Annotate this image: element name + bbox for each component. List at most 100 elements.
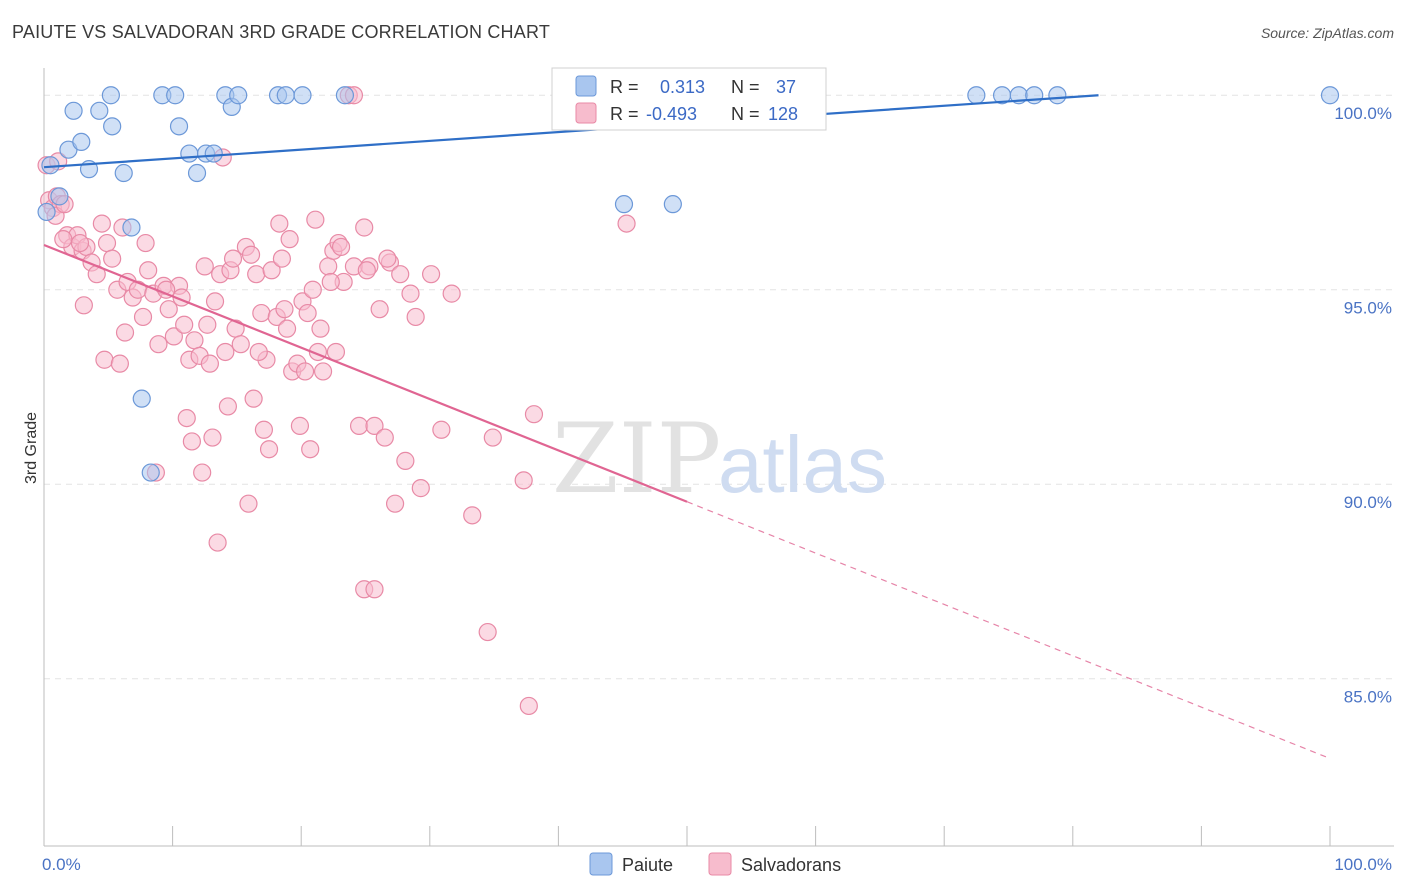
legend-r-value-salvadorans: -0.493 bbox=[646, 104, 697, 124]
salvadorans-point bbox=[365, 416, 384, 435]
salvadorans-point bbox=[115, 323, 135, 342]
paiute-point bbox=[180, 144, 199, 163]
paiute-point bbox=[50, 187, 69, 206]
salvadorans-point bbox=[375, 428, 394, 447]
y-tick-labels: 85.0% 90.0% 95.0% 100.0% bbox=[1334, 104, 1392, 706]
salvadorans-point bbox=[463, 506, 482, 525]
paiute-point bbox=[335, 86, 355, 105]
salvadorans-point bbox=[290, 416, 310, 435]
salvadorans-point bbox=[331, 237, 351, 257]
paiute-point bbox=[141, 463, 160, 482]
salvadorans-point bbox=[303, 280, 322, 299]
salvadorans-point bbox=[301, 440, 320, 459]
salvadorans-point bbox=[306, 210, 325, 229]
salvadorans-point bbox=[208, 533, 227, 552]
watermark: ZIP atlas bbox=[552, 403, 887, 515]
salvadorans-point bbox=[319, 257, 338, 276]
salvadorans-point bbox=[270, 214, 289, 233]
legend-r-label-paiute: R = bbox=[610, 77, 639, 97]
legend-r-value-paiute: 0.313 bbox=[660, 77, 705, 97]
salvadorans-point bbox=[349, 416, 369, 435]
salvadorans-point bbox=[411, 479, 430, 498]
series-legend-label-paiute: Paiute bbox=[622, 855, 673, 875]
salvadorans-point bbox=[313, 362, 333, 381]
x-tick-label: 0.0% bbox=[42, 855, 81, 874]
paiute-point bbox=[1025, 86, 1044, 105]
salvadorans-point bbox=[295, 362, 315, 381]
legend-swatch-paiute bbox=[575, 75, 597, 97]
paiute-point bbox=[114, 163, 133, 183]
paiute-point bbox=[122, 218, 141, 237]
salvadorans-point bbox=[239, 494, 258, 513]
grid-lines bbox=[44, 94, 1394, 680]
salvadorans-point bbox=[70, 233, 90, 253]
legend-swatch-salvadorans bbox=[575, 102, 597, 124]
salvadorans-point bbox=[182, 432, 201, 451]
paiute-point bbox=[229, 86, 248, 105]
salvadorans-point bbox=[432, 420, 451, 439]
series-legend-label-salvadorans: Salvadorans bbox=[741, 855, 841, 875]
paiute-point bbox=[1048, 86, 1067, 105]
legend-n-value-paiute: 37 bbox=[776, 77, 796, 97]
salvadorans-point bbox=[92, 214, 111, 233]
salvadorans-trend-projection bbox=[686, 501, 1331, 760]
paiute-point bbox=[169, 117, 189, 136]
salvadorans-point bbox=[396, 451, 415, 470]
salvadorans-point bbox=[175, 315, 194, 334]
trend-lines bbox=[43, 94, 1331, 760]
series-legend: Paiute Salvadorans bbox=[589, 852, 841, 876]
salvadorans-point bbox=[252, 303, 271, 323]
salvadorans-point bbox=[185, 331, 204, 350]
salvadorans-point bbox=[401, 284, 420, 303]
salvadorans-point bbox=[298, 303, 317, 323]
legend-n-label-paiute: N = bbox=[731, 77, 760, 97]
paiute-point bbox=[101, 86, 120, 105]
legend-n-label-salvadorans: N = bbox=[731, 104, 760, 124]
watermark-atlas: atlas bbox=[718, 420, 887, 509]
salvadorans-point bbox=[54, 230, 73, 249]
y-tick-label: 90.0% bbox=[1344, 493, 1392, 512]
salvadorans-point bbox=[195, 257, 214, 276]
x-tick-labels: 0.0% 100.0% bbox=[42, 855, 1392, 874]
salvadorans-point bbox=[241, 245, 261, 264]
salvadorans-point bbox=[244, 389, 263, 408]
salvadorans-point bbox=[223, 249, 243, 268]
salvadorans-point bbox=[357, 261, 376, 280]
legend-n-value-salvadorans: 128 bbox=[768, 104, 798, 124]
paiute-point bbox=[64, 101, 83, 120]
salvadorans-point bbox=[254, 420, 274, 439]
paiute-points bbox=[37, 86, 1340, 482]
paiute-point bbox=[187, 163, 207, 183]
salvadorans-point bbox=[272, 249, 292, 268]
salvadorans-point bbox=[524, 405, 544, 424]
salvadorans-point bbox=[97, 233, 117, 253]
salvadorans-point bbox=[321, 272, 340, 292]
series-legend-swatch-salvadorans bbox=[708, 852, 732, 876]
salvadorans-point bbox=[617, 214, 636, 233]
y-tick-label: 95.0% bbox=[1344, 299, 1392, 318]
salvadorans-point bbox=[378, 249, 397, 268]
paiute-point bbox=[614, 195, 634, 214]
salvadorans-point bbox=[355, 218, 374, 237]
salvadorans-point bbox=[483, 428, 502, 447]
salvadorans-point bbox=[103, 249, 122, 268]
paiute-point bbox=[132, 389, 151, 408]
salvadorans-point bbox=[259, 440, 279, 459]
salvadorans-point bbox=[406, 307, 425, 327]
salvadorans-point bbox=[519, 696, 538, 716]
paiute-point bbox=[967, 86, 986, 105]
salvadorans-point bbox=[95, 350, 114, 369]
salvadorans-point bbox=[177, 409, 196, 428]
paiute-point bbox=[90, 101, 109, 120]
salvadorans-trend-line bbox=[43, 243, 688, 503]
series-legend-swatch-paiute bbox=[589, 852, 613, 876]
paiute-point bbox=[293, 86, 312, 105]
y-tick-label: 100.0% bbox=[1334, 104, 1392, 123]
salvadorans-point bbox=[370, 300, 389, 319]
salvadorans-point bbox=[442, 284, 461, 303]
salvadorans-point bbox=[249, 342, 268, 362]
paiute-point bbox=[204, 144, 223, 163]
salvadorans-point bbox=[193, 463, 212, 482]
salvadorans-point bbox=[164, 327, 183, 346]
salvadorans-point bbox=[514, 471, 533, 490]
